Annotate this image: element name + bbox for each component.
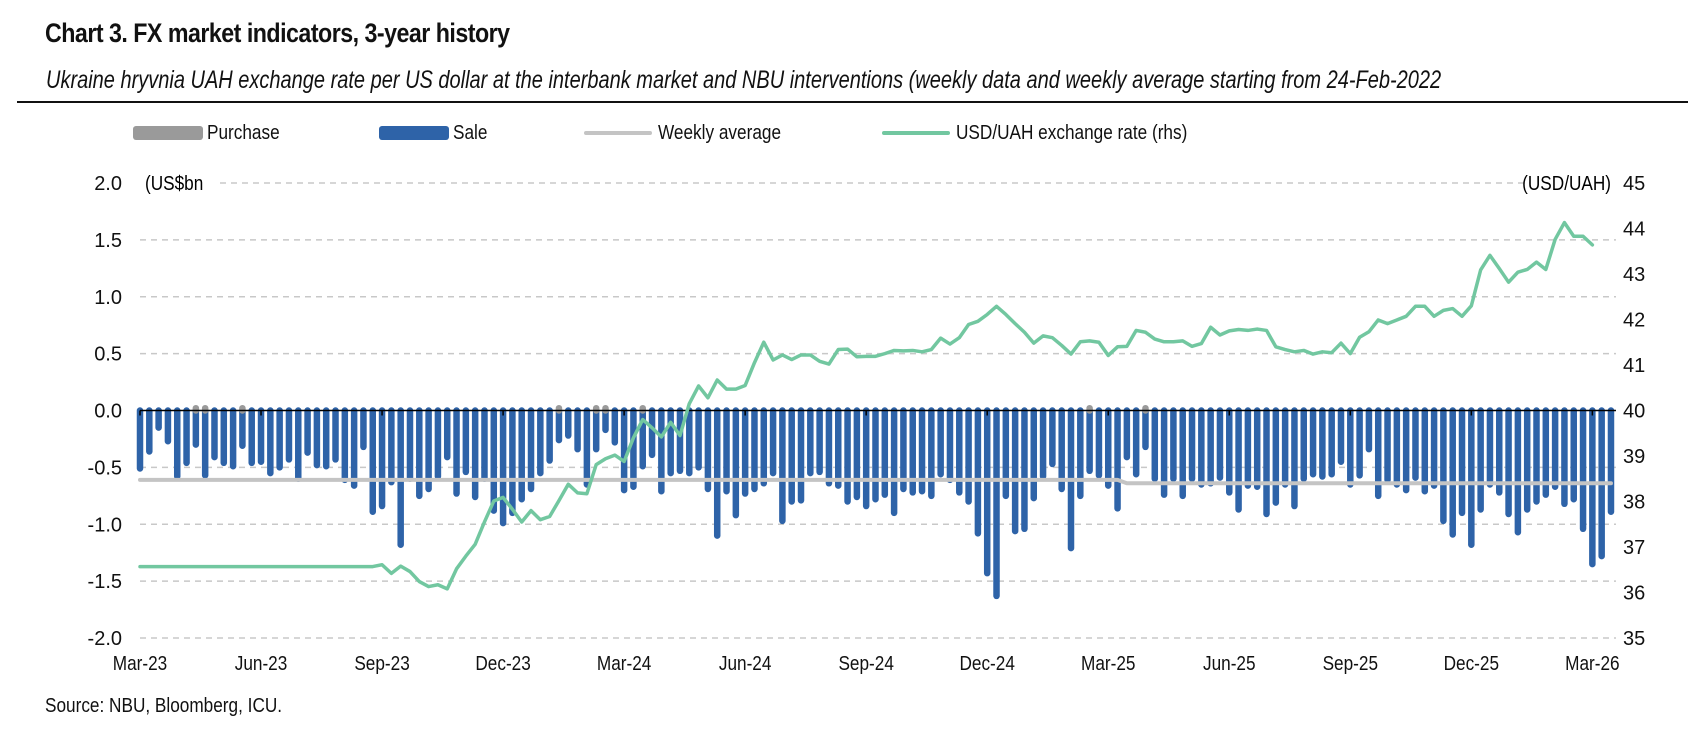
x-axis-tick-label: Dec-25	[1444, 652, 1499, 675]
left-axis-ticks: 2.0 1.5 1.0 0.5 0.0 -0.5 -1.0 -1.5 -2.0	[88, 173, 122, 650]
right-axis-tick-label: 44	[1623, 219, 1645, 241]
x-axis-tick-label: Jun-23	[235, 652, 288, 675]
right-axis-tick-label: 41	[1623, 355, 1645, 377]
exchange-rate-series	[138, 220, 1595, 591]
legend-item-exchange-rate: USD/UAH exchange rate (rhs)	[882, 122, 1225, 144]
left-axis-unit-label: (US$bn	[145, 172, 203, 195]
x-axis-tick-label: Sep-25	[1323, 652, 1378, 675]
left-axis-tick-label: -2.0	[88, 628, 122, 650]
exchange-rate-line	[138, 220, 1595, 591]
right-axis-tick-label: 36	[1623, 583, 1645, 605]
weekly-average-line	[138, 477, 1613, 486]
legend-item-purchase: Purchase	[133, 122, 292, 144]
title-divider	[17, 101, 1688, 103]
x-axis-tick-label: Mar-25	[1081, 652, 1135, 675]
left-axis-tick-label: 0.0	[94, 401, 122, 423]
x-axis-tick-label: Mar-24	[597, 652, 651, 675]
weekly-average-series	[138, 477, 1613, 486]
x-axis-tick-label: Mar-23	[113, 652, 167, 675]
right-axis-tick-label: 42	[1623, 310, 1645, 332]
left-axis-tick-label: -1.0	[88, 514, 122, 536]
legend-item-weekly-average: Weekly average	[584, 122, 801, 144]
legend-label: Purchase	[207, 121, 280, 144]
legend-item-sale: Sale	[379, 122, 493, 144]
legend-label: Weekly average	[658, 121, 782, 144]
x-axis-tick-label: Jun-25	[1203, 652, 1256, 675]
x-axis-tick-label: Sep-24	[838, 652, 893, 675]
right-axis-unit-label: (USD/UAH)	[1522, 172, 1611, 195]
left-axis-tick-label: 1.0	[94, 287, 122, 309]
right-axis-tick-label: 45	[1623, 173, 1645, 195]
x-axis-tick-label: Dec-23	[475, 652, 530, 675]
sale-series	[136, 407, 1615, 600]
x-axis-tick-label: Mar-26	[1565, 652, 1619, 675]
right-axis-tick-label: 35	[1623, 628, 1645, 650]
right-axis-tick-label: 40	[1623, 401, 1645, 423]
purchase-swatch-icon	[133, 126, 203, 140]
x-axis-tick-label: Jun-24	[719, 652, 772, 675]
sale-swatch-icon	[379, 126, 449, 140]
left-axis-tick-label: -1.5	[88, 571, 122, 593]
chart-title: Chart 3. FX market indicators, 3-year hi…	[45, 18, 510, 48]
right-axis-tick-label: 43	[1623, 264, 1645, 286]
chart-subtitle: Ukraine hryvnia UAH exchange rate per US…	[46, 66, 1442, 94]
weekly-average-line-icon	[584, 131, 652, 135]
right-axis-tick-label: 39	[1623, 446, 1645, 468]
left-axis-tick-label: 2.0	[94, 173, 122, 195]
exchange-rate-line-icon	[882, 131, 950, 135]
right-axis-ticks: 45 44 43 42 41 40 39 38 37 36 35	[1623, 173, 1645, 650]
x-axis-tick-label: Dec-24	[960, 652, 1015, 675]
right-axis-tick-label: 37	[1623, 537, 1645, 559]
x-axis-ticks: Mar-23 Jun-23 Sep-23 Dec-23 Mar-24 Jun-24 Sep-…	[113, 410, 1620, 675]
legend-label: USD/UAH exchange rate (rhs)	[956, 121, 1188, 144]
legend-label: Sale	[453, 121, 488, 144]
source-note: Source: NBU, Bloomberg, ICU.	[45, 695, 283, 717]
left-axis-tick-label: 1.5	[94, 230, 122, 252]
left-axis-tick-label: -0.5	[88, 457, 122, 479]
left-axis-tick-label: 0.5	[94, 344, 122, 366]
x-axis-tick-label: Sep-23	[354, 652, 409, 675]
right-axis-tick-label: 38	[1623, 492, 1645, 514]
